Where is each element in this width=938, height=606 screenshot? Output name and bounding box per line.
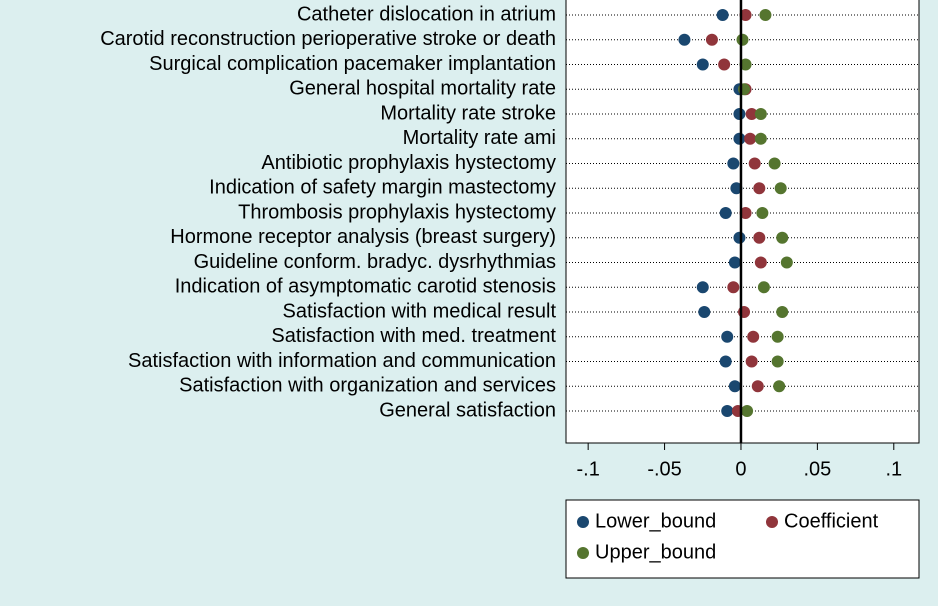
dot	[776, 306, 789, 318]
y-tick-label: Satisfaction with medical result	[283, 300, 557, 322]
dot	[756, 207, 769, 219]
dot	[705, 33, 718, 46]
dot	[780, 256, 793, 269]
dot	[696, 281, 709, 294]
x-tick-label: 0	[735, 458, 746, 480]
y-tick-label: Satisfaction with organization and servi…	[179, 375, 556, 397]
plot-area	[565, 0, 920, 444]
y-tick-label: Indication of safety margin mastectomy	[209, 177, 556, 199]
dot	[771, 330, 784, 343]
dot	[719, 355, 732, 368]
y-tick-label: Satisfaction with information and commun…	[128, 350, 556, 372]
dot	[753, 182, 766, 195]
y-tick-label: Indication of asymptomatic carotid steno…	[175, 276, 556, 298]
dot	[739, 207, 752, 219]
dot	[733, 231, 746, 244]
dot	[754, 256, 767, 269]
y-tick-label: Thrombosis prophylaxis hystectomy	[238, 201, 556, 223]
dot	[751, 380, 764, 393]
y-tick-label: Carotid reconstruction perioperative str…	[100, 28, 556, 50]
x-tick-label: -.1	[576, 458, 599, 480]
legend-marker	[766, 516, 778, 528]
legend-label: Upper_bound	[595, 541, 716, 563]
y-tick-label: Surgical complication pacemaker implanta…	[149, 53, 556, 75]
dot	[768, 157, 781, 170]
dot	[744, 132, 757, 145]
dot	[757, 281, 770, 294]
dot	[739, 9, 752, 21]
dot	[733, 108, 746, 120]
y-tick-label: General hospital mortality rate	[289, 78, 556, 100]
dot	[727, 157, 740, 170]
y-tick-label: General satisfaction	[379, 399, 556, 421]
dot	[745, 108, 758, 120]
y-tick-label: Mortality rate stroke	[380, 102, 556, 124]
dot	[754, 132, 767, 145]
dot	[741, 405, 754, 417]
dot	[773, 380, 786, 393]
dot	[759, 9, 772, 21]
x-tick-label: .05	[803, 458, 831, 480]
dot	[745, 355, 758, 368]
dot	[696, 58, 709, 71]
dot	[776, 231, 789, 244]
legend-label: Coefficient	[784, 510, 879, 532]
dot	[747, 330, 760, 343]
y-tick-label: Mortality rate ami	[403, 127, 556, 149]
legend-box	[565, 499, 920, 579]
x-tick-label: -.05	[647, 458, 681, 480]
y-tick-label: Guideline conform. bradyc. dysrhythmias	[194, 251, 556, 273]
y-tick-label: Satisfaction with med. treatment	[271, 325, 556, 347]
y-tick-label: Catheter dislocation in atrium	[297, 3, 556, 25]
dot	[739, 58, 752, 71]
dot	[678, 33, 691, 46]
dot	[728, 380, 741, 393]
dot	[733, 132, 746, 145]
dot	[727, 281, 740, 294]
legend-marker	[577, 516, 589, 528]
dot	[754, 108, 767, 120]
dot	[719, 207, 732, 219]
dot	[774, 182, 787, 195]
dot	[728, 256, 741, 269]
legend-label: Lower_bound	[595, 510, 716, 532]
dot	[718, 58, 731, 71]
y-tick-label: Hormone receptor analysis (breast surger…	[170, 226, 556, 248]
dot	[736, 33, 749, 46]
dot	[730, 182, 743, 195]
dot	[771, 355, 784, 368]
dot	[748, 157, 761, 170]
y-tick-label: Antibiotic prophylaxis hystectomy	[261, 152, 556, 174]
dot	[721, 330, 734, 343]
dot	[698, 306, 711, 318]
dot	[753, 231, 766, 244]
dot	[716, 9, 729, 21]
legend-marker	[577, 547, 589, 559]
dot	[721, 405, 734, 417]
x-tick-label: .1	[885, 458, 902, 480]
